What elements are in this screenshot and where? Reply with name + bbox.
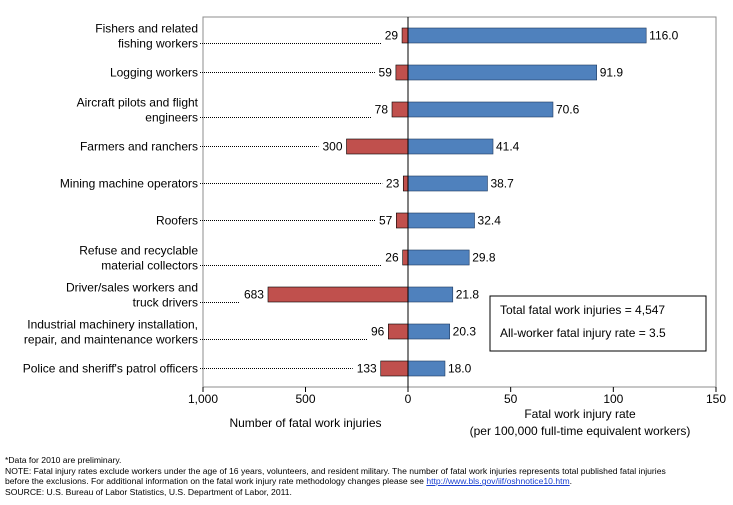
category-label-line: Mining machine operators <box>60 177 198 191</box>
injury-count-bar <box>391 101 409 118</box>
injury-rate-label: 20.3 <box>453 325 477 339</box>
category-label-line: engineers <box>145 111 198 125</box>
category-label-line: Industrial machinery installation, <box>27 318 198 332</box>
injury-rate-bar <box>407 138 494 155</box>
category-label: Aircraft pilots and flight engineers <box>77 96 199 125</box>
injury-count-label: 683 <box>244 288 264 302</box>
injury-rate-label: 29.8 <box>472 251 496 265</box>
footnote-preliminary: *Data for 2010 are preliminary. <box>5 455 122 465</box>
category-label: Fishers and related fishing workers <box>95 22 198 51</box>
summary-total-fatal: Total fatal work injuries = 4,547 <box>500 303 665 317</box>
footnote-note-end: . <box>569 476 573 487</box>
injury-rate-bar <box>407 360 446 377</box>
injury-rate-bar <box>407 101 554 118</box>
injury-count-bar <box>401 27 409 44</box>
category-label: Logging workers <box>110 66 198 80</box>
category-label-line: Police and sheriff's patrol officers <box>23 362 198 376</box>
category-label-line: truck drivers <box>133 296 198 310</box>
category-label: Industrial machinery installation, repair… <box>24 318 198 347</box>
injury-rate-label: 91.9 <box>600 66 624 80</box>
injury-count-bar <box>380 360 409 377</box>
right-axis-title-line: (per 100,000 full-time equivalent worker… <box>470 424 691 438</box>
left-axis-title: Number of fatal work injuries <box>229 416 381 430</box>
footnote-note-text: before the exclusions. For additional in… <box>5 476 427 487</box>
injury-count-label: 23 <box>386 177 400 191</box>
category-label-line: repair, and maintenance workers <box>24 333 198 347</box>
category-label-line: fishing workers <box>118 37 198 51</box>
left-axis-tick-label: 0 <box>405 392 412 406</box>
footnote-source: SOURCE: U.S. Bureau of Labor Statistics,… <box>5 486 292 497</box>
category-label: Farmers and ranchers <box>80 140 198 154</box>
injury-rate-bar <box>407 212 475 229</box>
injury-count-bar <box>388 323 409 340</box>
category-label-line: Driver/sales workers and <box>66 281 198 295</box>
injury-count-label: 29 <box>385 29 399 43</box>
footnote-note: NOTE: Fatal injury rates exclude workers… <box>5 465 666 476</box>
injury-count-label: 59 <box>379 66 393 80</box>
category-label: Driver/sales workers and truck drivers <box>66 281 198 310</box>
injury-rate-bar <box>407 249 470 266</box>
category-label-line: Roofers <box>156 214 198 228</box>
injury-rate-label: 21.8 <box>456 288 480 302</box>
axes: 1,000 500 0 50 100 150 Number of fatal work in… <box>188 17 726 438</box>
category-label: Refuse and recyclable material collectors <box>79 244 198 273</box>
injury-count-bar <box>402 249 409 266</box>
injury-rate-label: 18.0 <box>448 362 472 376</box>
category-label-line: Aircraft pilots and flight <box>77 96 199 110</box>
fatal-injuries-chart: Fishers and related fishing workers 29 116.… <box>23 16 726 438</box>
injury-rate-bar <box>407 286 454 303</box>
category-label: Mining machine operators <box>60 177 198 191</box>
labels: Fishers and related fishing workers 29 116.… <box>23 22 679 376</box>
footnote-note-continued: before the exclusions. For additional in… <box>5 476 730 487</box>
leader-lines <box>200 43 383 369</box>
methodology-link[interactable]: http://www.bls.gov/iif/oshnotice10.htm <box>426 476 570 487</box>
category-label-line: Farmers and ranchers <box>80 140 198 154</box>
footnotes: *Data for 2010 are preliminary. NOTE: Fa… <box>5 455 730 497</box>
left-axis-tick-label: 500 <box>295 392 315 406</box>
category-label: Police and sheriff's patrol officers <box>23 362 198 376</box>
injury-rate-label: 38.7 <box>490 177 514 191</box>
injury-rate-bar <box>407 323 450 340</box>
injury-count-label: 78 <box>375 103 389 117</box>
injury-count-label: 96 <box>371 325 385 339</box>
category-label-line: Refuse and recyclable <box>79 244 198 258</box>
category-label: Roofers <box>156 214 198 228</box>
injury-rate-bar <box>407 27 647 44</box>
injury-rate-label: 116.0 <box>649 29 678 43</box>
injury-count-bar <box>267 286 409 303</box>
injury-rate-bar <box>407 175 488 192</box>
right-axis-title-line: Fatal work injury rate <box>524 407 636 421</box>
injury-count-bar <box>395 64 409 81</box>
right-axis-title: Fatal work injury rate (per 100,000 full-… <box>470 407 691 438</box>
summary-all-worker-rate: All-worker fatal injury rate = 3.5 <box>500 326 666 340</box>
right-axis-tick-label: 50 <box>504 392 518 406</box>
injury-count-label: 26 <box>385 251 399 265</box>
injury-count-bar <box>346 138 409 155</box>
category-label-line: Fishers and related <box>95 22 198 36</box>
injury-rate-label: 32.4 <box>478 214 502 228</box>
plot-frame <box>202 16 717 388</box>
summary-box-frame <box>489 295 707 352</box>
injury-rate-bar <box>407 64 598 81</box>
category-label-line: Logging workers <box>110 66 198 80</box>
right-axis-tick-label: 100 <box>603 392 623 406</box>
category-label-line: material collectors <box>101 259 198 273</box>
injury-count-label: 57 <box>379 214 393 228</box>
injury-count-label: 133 <box>357 362 377 376</box>
injury-rate-label: 41.4 <box>496 140 520 154</box>
bars <box>267 27 647 377</box>
left-axis-tick-label: 1,000 <box>188 392 218 406</box>
injury-count-bar <box>396 212 409 229</box>
right-axis-tick-label: 150 <box>706 392 726 406</box>
injury-rate-label: 70.6 <box>556 103 580 117</box>
injury-count-bar <box>402 175 409 192</box>
summary-box: Total fatal work injuries = 4,547 All-wo… <box>489 295 707 352</box>
injury-count-label: 300 <box>322 140 342 154</box>
